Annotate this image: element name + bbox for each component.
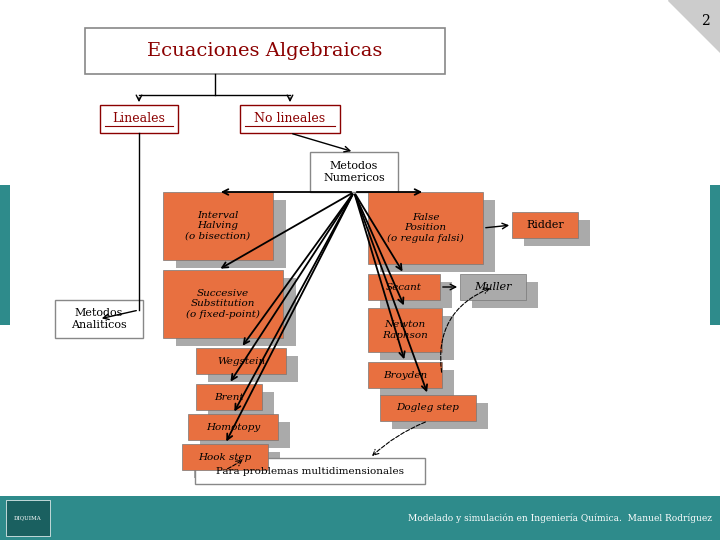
Text: Muller: Muller [474, 282, 512, 292]
Bar [524, 220, 590, 246]
Bar [310, 152, 398, 192]
Text: Metodos
Analiticos: Metodos Analiticos [71, 308, 127, 330]
Bar [100, 105, 178, 133]
Bar [472, 282, 538, 308]
Bar [0, 185, 10, 325]
Bar [196, 384, 262, 410]
Bar [163, 270, 283, 338]
Bar [188, 414, 278, 440]
Bar [512, 212, 578, 238]
Bar [380, 316, 454, 360]
Bar [380, 282, 452, 308]
Text: 2: 2 [701, 14, 710, 28]
Text: No lineales: No lineales [254, 112, 325, 125]
Text: Newton
Raphson: Newton Raphson [382, 320, 428, 340]
Text: Secant: Secant [386, 282, 422, 292]
Text: Dogleg step: Dogleg step [397, 403, 459, 413]
Bar [208, 392, 274, 418]
Bar [368, 192, 483, 264]
Text: Broyden: Broyden [383, 370, 427, 380]
Text: Hook step: Hook step [199, 453, 251, 462]
Text: Lineales: Lineales [112, 112, 166, 125]
Text: Brent: Brent [215, 393, 244, 402]
Bar [240, 105, 340, 133]
Text: Homotopy: Homotopy [206, 422, 260, 431]
Bar [55, 300, 143, 338]
Bar [368, 274, 440, 300]
Bar [163, 192, 273, 260]
Bar [182, 444, 268, 470]
Polygon shape [668, 0, 720, 52]
Bar [208, 356, 298, 382]
Bar [368, 308, 442, 352]
Bar [85, 28, 445, 74]
Text: Para problemas multidimensionales: Para problemas multidimensionales [216, 467, 404, 476]
Bar [196, 348, 286, 374]
Text: Metodos
Numericos: Metodos Numericos [323, 161, 385, 183]
Bar [194, 452, 280, 478]
Bar [176, 278, 296, 346]
Bar [4, 498, 52, 538]
Bar [392, 403, 488, 429]
Bar [368, 362, 442, 388]
Text: False
Position
(o regula falsi): False Position (o regula falsi) [387, 213, 464, 243]
Bar [200, 422, 290, 448]
Text: Succesive
Substitution
(o fixed-point): Succesive Substitution (o fixed-point) [186, 289, 260, 319]
Bar [380, 200, 495, 272]
Text: Ecuaciones Algebraicas: Ecuaciones Algebraicas [148, 42, 383, 60]
Text: Ridder: Ridder [526, 220, 564, 230]
Text: Wegstein: Wegstein [217, 356, 265, 366]
Text: DIQUIMA: DIQUIMA [14, 516, 42, 521]
Bar [380, 370, 454, 396]
Bar [195, 458, 425, 484]
Bar [176, 200, 286, 268]
Bar [380, 395, 476, 421]
Text: Modelado y simulación en Ingeniería Química.  Manuel Rodríguez: Modelado y simulación en Ingeniería Quím… [408, 513, 712, 523]
Bar [0, 496, 720, 540]
Bar [460, 274, 526, 300]
Bar [6, 500, 50, 536]
Bar [710, 185, 720, 325]
Text: Interval
Halving
(o bisection): Interval Halving (o bisection) [186, 211, 251, 241]
